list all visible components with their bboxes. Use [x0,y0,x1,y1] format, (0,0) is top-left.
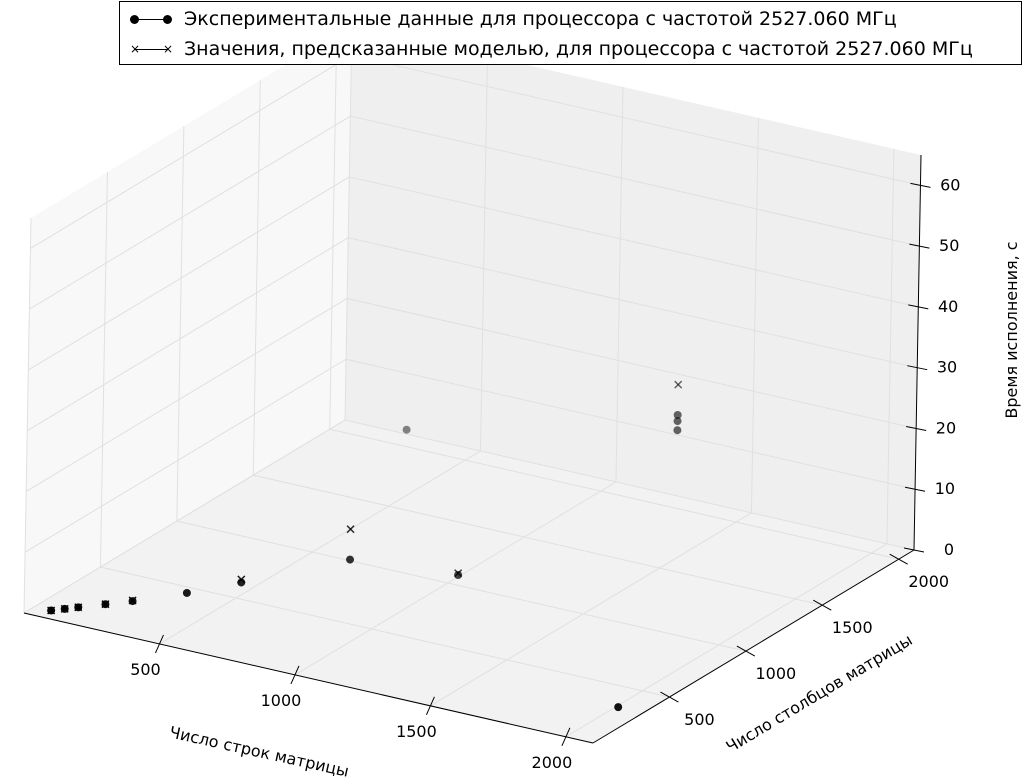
x-tick-label: 1500 [396,722,437,741]
legend-label: Значения, предсказанные моделью, для про… [184,38,973,60]
x-marker-stroke [346,525,355,534]
data-point-model [237,575,246,584]
z-tick-mark [903,547,925,553]
data-point-model [101,600,110,609]
y-tick-mark [736,645,756,657]
z-tick-label: 0 [944,540,954,559]
y-axis-label: Число столбцов матрицы [723,630,916,756]
z-grid-line [24,358,916,553]
x-axis-label: Число строк матрицы [168,723,351,781]
z-axis-label: Время исполнения, с [1002,241,1021,418]
z-tick-label: 20 [936,418,956,437]
data-point-model [74,603,83,612]
data-point-model [346,525,355,534]
x-marker-stroke [74,603,83,612]
x-tick-label: 2000 [532,753,573,772]
z-tick-label: 50 [939,236,959,255]
x-marker-stroke [237,575,246,584]
x-tick-mark [155,634,164,654]
data-point-model [454,569,463,578]
x-axis-line [23,612,594,744]
y-tick-label: 1000 [755,664,796,683]
axis-lines [23,154,922,744]
y-axis-line [592,549,915,744]
legend-line [130,15,172,24]
x-marker-icon: × [130,42,141,56]
x-marker-icon: × [163,42,174,56]
z-tick-label: 40 [938,297,958,316]
data-points [47,380,683,712]
x-marker-stroke [454,569,463,578]
x-marker-stroke [60,604,69,613]
z-tick-mark [907,365,928,371]
y-tick-label: 1500 [832,618,873,637]
z-tick-mark [909,243,930,249]
data-point-model [674,380,683,389]
z-tick-mark [910,182,931,188]
x-marker-stroke [674,380,683,389]
tick-marks: 500 1000 1500 2000 500 1000 1500 2000 0 10 20 30 40 5… [130,175,960,771]
x-marker-stroke [47,606,56,615]
z-grid-line [26,237,918,432]
data-point-experimental [182,588,191,597]
data-point-experimental [346,555,355,564]
z-axis-line [913,154,922,551]
data-point-experimental [454,570,463,579]
grid-lines [23,24,921,744]
data-point-experimental [673,426,682,435]
legend-item-experimental: Экспериментальные данные для процессора … [120,4,1021,34]
data-point-model [128,596,137,605]
back-wall-pane [345,25,921,550]
z-tick-label: 60 [940,175,960,194]
legend-line: × × [130,43,173,55]
legend-item-model: × × Значения, предсказанные моделью, для… [120,34,1021,64]
y-tick-label: 2000 [908,572,949,591]
x-marker-stroke [128,596,137,605]
x-tick-mark [425,696,435,716]
z-tick-mark [904,486,926,492]
floor-pane [24,420,914,743]
circle-marker-icon [163,15,172,24]
x-marker-stroke [101,600,110,609]
y-tick-label: 500 [684,710,715,729]
legend-label: Экспериментальные данные для процессора … [184,8,897,30]
z-tick-label: 10 [935,479,955,498]
data-point-experimental [673,410,682,419]
x-tick-label: 500 [130,660,161,679]
data-point-experimental [402,425,411,434]
z-grid-line [29,115,920,310]
x-tick-label: 1000 [261,691,302,710]
circle-marker-icon [130,15,139,24]
data-point-model [60,604,69,613]
y-tick-mark [660,691,679,703]
y-tick-mark [813,599,832,611]
legend: Экспериментальные данные для процессора … [119,1,1022,65]
data-point-experimental [673,417,682,426]
left-wall-pane [24,25,352,613]
z-grid-line [23,419,915,614]
z-tick-mark [908,304,929,310]
x-tick-mark [290,665,300,685]
axis-panes [24,25,921,743]
data-point-experimental [614,703,623,712]
z-tick-label: 30 [937,358,957,377]
z-grid-line [28,176,919,371]
data-point-model [47,606,56,615]
z-grid-line [25,297,917,492]
z-tick-mark [906,425,927,431]
x-tick-mark [561,727,571,747]
y-tick-mark [889,553,908,565]
